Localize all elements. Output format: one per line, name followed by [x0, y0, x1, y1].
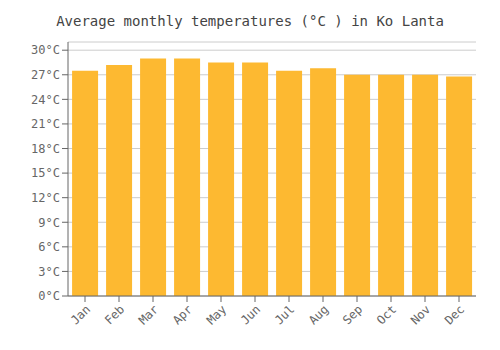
svg-text:Nov: Nov	[408, 302, 433, 327]
svg-text:Sep: Sep	[340, 302, 365, 327]
svg-text:24°C: 24°C	[31, 93, 60, 107]
svg-text:Jun: Jun	[238, 302, 263, 327]
svg-text:Mar: Mar	[136, 302, 161, 327]
svg-text:21°C: 21°C	[31, 117, 60, 131]
svg-text:6°C: 6°C	[38, 240, 60, 254]
svg-text:Oct: Oct	[374, 302, 399, 327]
svg-text:3°C: 3°C	[38, 265, 60, 279]
svg-text:Aug: Aug	[306, 302, 331, 327]
svg-text:Jul: Jul	[272, 302, 297, 327]
svg-text:30°C: 30°C	[31, 43, 60, 57]
svg-text:Dec: Dec	[442, 302, 467, 327]
svg-text:9°C: 9°C	[38, 216, 60, 230]
svg-text:May: May	[204, 302, 229, 327]
html-text:Average monthly temperatures (: Average monthly temperatures (°C ) in Ko…	[56, 13, 444, 29]
svg-text:18°C: 18°C	[31, 142, 60, 156]
svg-text:15°C: 15°C	[31, 166, 60, 180]
svg-text:12°C: 12°C	[31, 191, 60, 205]
svg-text:Jan: Jan	[68, 302, 93, 327]
svg-text:0°C: 0°C	[38, 289, 60, 303]
svg-text:Apr: Apr	[170, 302, 195, 327]
svg-text:27°C: 27°C	[31, 68, 60, 82]
svg-text:Feb: Feb	[102, 302, 127, 327]
